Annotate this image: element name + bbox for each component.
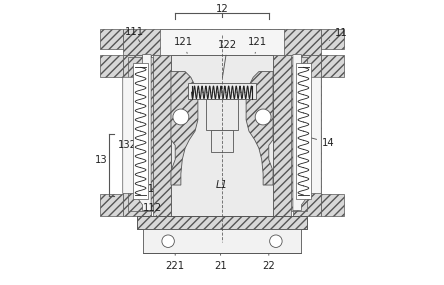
Text: L1: L1 — [216, 180, 228, 190]
Bar — [137, 216, 307, 229]
Text: 131: 131 — [136, 184, 155, 194]
Bar — [321, 29, 344, 49]
Circle shape — [255, 109, 271, 125]
Text: 112: 112 — [143, 203, 162, 216]
Text: 14: 14 — [310, 137, 335, 148]
Text: 22: 22 — [262, 254, 275, 271]
Bar — [206, 99, 238, 130]
Text: 121: 121 — [248, 37, 267, 53]
Circle shape — [162, 235, 174, 247]
Text: 13: 13 — [95, 154, 108, 164]
Bar — [100, 55, 123, 77]
Text: 221: 221 — [166, 254, 185, 271]
Bar — [210, 130, 234, 152]
Bar — [293, 55, 321, 216]
Polygon shape — [246, 72, 273, 185]
Bar — [283, 57, 307, 211]
Bar — [321, 55, 344, 77]
Bar — [137, 216, 307, 229]
Text: 132: 132 — [118, 140, 140, 150]
Bar — [273, 55, 291, 216]
Bar — [128, 57, 153, 211]
Circle shape — [270, 235, 282, 247]
Polygon shape — [171, 72, 198, 185]
Bar — [123, 29, 321, 55]
Bar — [100, 194, 123, 216]
Bar — [321, 194, 344, 216]
Bar — [143, 229, 301, 253]
Bar — [296, 63, 311, 199]
Text: 21: 21 — [214, 254, 227, 271]
Bar — [133, 63, 148, 199]
Bar — [159, 29, 285, 55]
Bar — [100, 29, 123, 49]
Bar — [188, 83, 256, 99]
Bar — [171, 55, 273, 216]
Bar — [153, 55, 171, 216]
Text: 111: 111 — [124, 27, 144, 42]
Text: 12: 12 — [216, 4, 228, 14]
Bar — [123, 55, 151, 216]
Text: 122: 122 — [218, 40, 237, 77]
Polygon shape — [293, 55, 321, 211]
Circle shape — [173, 109, 189, 125]
Text: 11: 11 — [329, 28, 348, 40]
Text: 121: 121 — [174, 37, 193, 53]
Polygon shape — [123, 55, 151, 211]
